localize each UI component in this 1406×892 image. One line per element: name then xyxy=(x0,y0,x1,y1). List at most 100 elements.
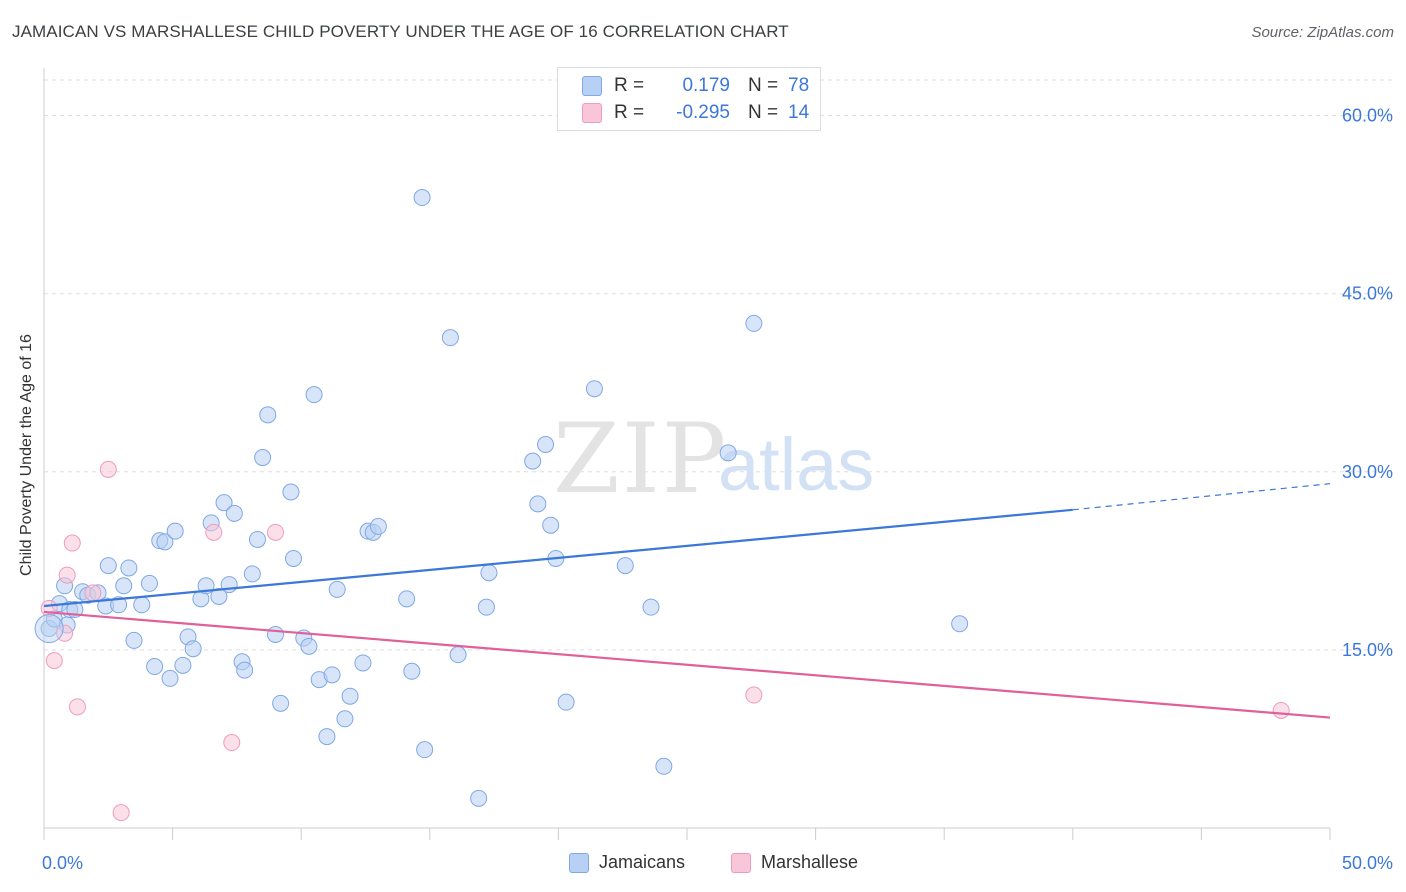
correlation-legend: R = 0.179 N = 78 R = -0.295 N = 14 xyxy=(557,67,821,131)
legend-r-value: 0.179 xyxy=(682,75,730,96)
legend-n-label: N = xyxy=(748,102,779,123)
jamaicans-point xyxy=(529,495,547,513)
jamaicans-trend-extension xyxy=(1072,483,1331,511)
marshallese-point xyxy=(1272,701,1290,719)
watermark-atlas: atlas xyxy=(718,423,874,506)
legend-n-label: N = xyxy=(748,75,779,96)
jamaicans-point xyxy=(655,757,673,775)
marshallese-point xyxy=(223,734,241,752)
jamaicans-point xyxy=(328,580,346,598)
jamaicans-point xyxy=(323,666,341,684)
marshallese-point xyxy=(63,534,81,552)
jamaicans-point xyxy=(398,590,416,608)
jamaicans-point xyxy=(140,574,158,592)
trend-layer xyxy=(43,483,1331,719)
jamaicans-point xyxy=(403,662,421,680)
bottom-legend-swatch-jamaicans xyxy=(569,852,589,873)
tick-label-layer: 15.0% 30.0% 45.0% 60.0% 0.0% 50.0% xyxy=(42,106,1393,873)
jamaicans-point xyxy=(542,516,560,534)
jamaicans-point xyxy=(284,549,302,567)
marshallese-trend-line xyxy=(43,610,1331,719)
jamaicans-point xyxy=(99,557,117,575)
legend-n-value: 14 xyxy=(788,102,810,123)
marshallese-point xyxy=(84,584,102,602)
jamaicans-point xyxy=(524,452,542,470)
chart-source: Source: ZipAtlas.com xyxy=(1251,24,1394,41)
jamaicans-trend-line xyxy=(43,508,1073,608)
jamaicans-point xyxy=(416,741,434,759)
jamaicans-point xyxy=(266,625,284,643)
legend-r-label: R = xyxy=(614,75,645,96)
marshallese-point xyxy=(40,599,58,617)
jamaicans-point xyxy=(300,637,318,655)
jamaicans-point xyxy=(210,587,228,605)
y-tick-label: 15.0% xyxy=(1342,640,1393,660)
y-tick-label: 45.0% xyxy=(1342,284,1393,304)
legend-row-marshallese: R = -0.295 N = 14 xyxy=(582,101,809,125)
marshallese-point xyxy=(68,698,86,716)
points-layer xyxy=(34,189,1290,822)
jamaicans-point xyxy=(318,728,336,746)
chart-title: JAMAICAN VS MARSHALLESE CHILD POVERTY UN… xyxy=(12,22,789,41)
y-tick-label: 60.0% xyxy=(1342,106,1393,126)
jamaicans-point xyxy=(225,504,243,522)
jamaicans-point xyxy=(243,565,261,583)
jamaicans-point xyxy=(254,449,272,467)
legend-row-jamaicans: R = 0.179 N = 78 xyxy=(582,74,809,98)
jamaicans-point xyxy=(120,559,138,577)
jamaicans-point xyxy=(248,530,266,548)
jamaicans-point xyxy=(161,669,179,687)
jamaicans-point xyxy=(449,646,467,664)
jamaicans-point xyxy=(557,693,575,711)
x-tick-label: 50.0% xyxy=(1342,853,1393,873)
marshallese-point xyxy=(266,523,284,541)
marshallese-point xyxy=(112,804,130,822)
grid-layer xyxy=(44,79,1392,651)
watermark-zip: ZIP xyxy=(553,403,728,515)
jamaicans-point xyxy=(146,658,164,676)
jamaicans-point xyxy=(477,598,495,616)
y-axis-label: Child Poverty Under the Age of 16 xyxy=(18,334,35,576)
jamaicans-point xyxy=(305,386,323,404)
bottom-legend-marshallese: Marshallese xyxy=(731,852,858,873)
legend-n-value: 78 xyxy=(788,75,810,96)
marshallese-point xyxy=(205,523,223,541)
jamaicans-point xyxy=(259,406,277,424)
jamaicans-point xyxy=(369,517,387,535)
x-tick-label: 0.0% xyxy=(42,853,83,873)
jamaicans-point xyxy=(745,314,763,332)
jamaicans-point xyxy=(125,631,143,649)
jamaicans-point xyxy=(341,687,359,705)
watermark: ZIP atlas xyxy=(553,403,874,515)
jamaicans-point xyxy=(336,710,354,728)
jamaicans-point xyxy=(719,444,737,462)
jamaicans-point xyxy=(133,596,151,614)
axis-layer xyxy=(43,68,1331,840)
jamaicans-point xyxy=(585,380,603,398)
y-tick-label: 30.0% xyxy=(1342,462,1393,482)
marshallese-point xyxy=(45,652,63,670)
jamaicans-point xyxy=(236,661,254,679)
jamaicans-point xyxy=(166,522,184,540)
jamaicans-point xyxy=(413,189,431,207)
jamaicans-point xyxy=(480,564,498,582)
jamaicans-point xyxy=(441,329,459,347)
legend-r-label: R = xyxy=(614,102,645,123)
jamaicans-point xyxy=(642,598,660,616)
jamaicans-point xyxy=(616,557,634,575)
marshallese-point xyxy=(58,566,76,584)
jamaicans-point xyxy=(272,694,290,712)
jamaicans-point xyxy=(34,614,64,644)
jamaicans-point xyxy=(115,577,133,595)
marshallese-point xyxy=(745,686,763,704)
bottom-legend-label-marshallese: Marshallese xyxy=(761,852,859,872)
marshallese-point xyxy=(99,460,117,478)
bottom-legend-jamaicans: Jamaicans xyxy=(569,852,685,873)
bottom-legend-swatch-marshallese xyxy=(731,852,751,873)
jamaicans-point xyxy=(470,789,488,807)
jamaicans-point xyxy=(537,436,555,454)
legend-r-value: -0.295 xyxy=(676,102,730,123)
jamaicans-point xyxy=(215,494,233,512)
jamaicans-point xyxy=(184,640,202,658)
